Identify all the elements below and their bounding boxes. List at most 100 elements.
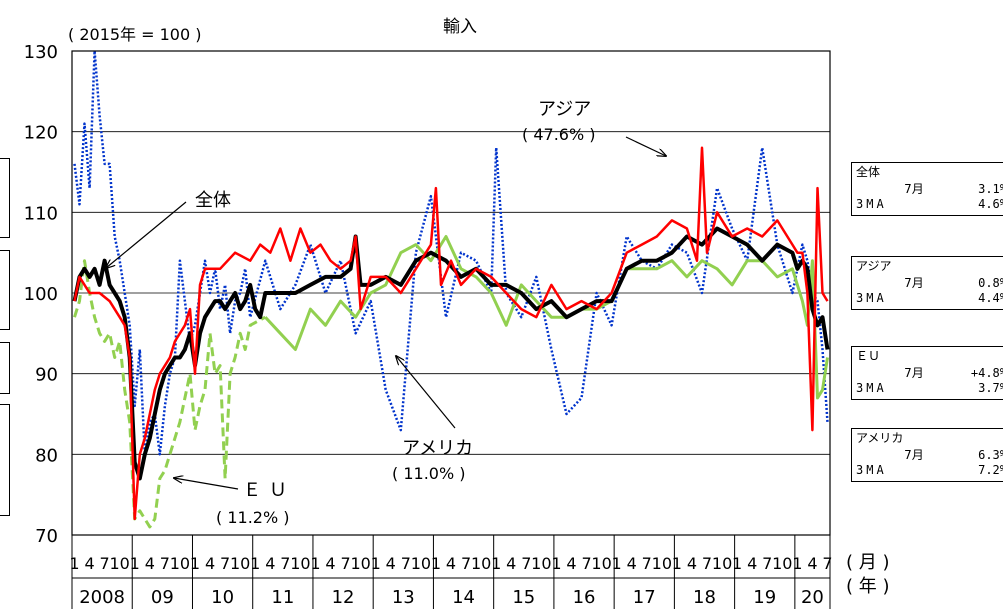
month-axis-label: ( 月 ) [846, 552, 890, 573]
month-tick-label: 1 [732, 554, 742, 573]
month-tick-label: 4 [747, 554, 757, 573]
y-tick-label: 100 [24, 284, 58, 305]
summary-month-value: +4.8% [970, 366, 1003, 380]
summary-title: 全体 [856, 165, 881, 179]
y-tick-label: 70 [35, 526, 58, 547]
month-tick-label: 4 [265, 554, 275, 573]
month-tick-label: 1 [371, 554, 381, 573]
unit-label: ( 2015年 = 100 ) [68, 25, 202, 44]
plot-area-frame [71, 50, 831, 536]
month-tick-label: 4 [566, 554, 576, 573]
month-tick-label: 10 [712, 554, 732, 573]
left-edge-box [0, 342, 10, 394]
year-label: 20 [801, 587, 824, 608]
year-label: 16 [573, 587, 596, 608]
annotation-eu-arrow [174, 478, 239, 490]
annotation-total: 全体 [195, 190, 231, 211]
year-label: 2008 [79, 587, 125, 608]
month-tick-label: 1 [491, 554, 501, 573]
month-tick-label: 4 [386, 554, 396, 573]
annotation-asia-arrow [625, 136, 666, 156]
month-tick-label: 4 [325, 554, 335, 573]
month-tick-label: 7 [642, 554, 652, 573]
summary-month-value: 3.1% [978, 182, 1003, 196]
month-tick-label: 7 [401, 554, 411, 573]
year-label: 09 [151, 587, 174, 608]
month-tick-label: 10 [772, 554, 792, 573]
month-tick-label: 10 [290, 554, 310, 573]
y-tick-label: 120 [24, 123, 58, 144]
month-tick-label: 10 [591, 554, 611, 573]
month-tick-label: 1 [431, 554, 441, 573]
y-tick-label: 110 [24, 203, 58, 224]
summary-box-america: アメリカ 7月 6.3% 3MA 7.2% [851, 428, 1003, 482]
month-tick-label: 1 [612, 554, 622, 573]
left-edge-box [0, 404, 10, 516]
month-tick-label: 4 [446, 554, 456, 573]
month-tick-label: 4 [506, 554, 516, 573]
month-tick-label: 1 [190, 554, 200, 573]
annotation-america: アメリカ [402, 438, 473, 459]
left-edge-box [0, 158, 10, 238]
month-tick-label: 10 [411, 554, 431, 573]
y-tick-label: 80 [35, 445, 58, 466]
month-tick-label: 10 [230, 554, 250, 573]
y-axis-labels: 70 80 90 100 110 120 130 [24, 42, 58, 547]
month-tick-label: 1 [672, 554, 682, 573]
month-tick-label: 1 [792, 554, 802, 573]
summary-month-label: 7月 [904, 182, 924, 196]
series-line [73, 49, 829, 456]
series-line [72, 226, 830, 481]
summary-title: ＥＵ [856, 349, 881, 363]
year-label: 15 [512, 587, 535, 608]
summary-title: アメリカ [856, 431, 904, 445]
month-tick-label: 10 [350, 554, 370, 573]
year-label: 11 [271, 587, 294, 608]
annotation-asia: アジア [538, 99, 591, 120]
month-tick-label: 4 [205, 554, 215, 573]
summary-box-eu: ＥＵ 7月 +4.8% 3MA 3.7% [851, 346, 1003, 400]
month-tick-label: 10 [652, 554, 672, 573]
month-tick-label: 1 [551, 554, 561, 573]
summary-month-label: 7月 [904, 448, 924, 462]
summary-month-label: 7月 [904, 366, 924, 380]
month-tick-label: 10 [170, 554, 190, 573]
month-tick-label: 7 [220, 554, 230, 573]
series-line-eu-dashed [73, 259, 267, 529]
month-tick-label: 7 [160, 554, 170, 573]
year-label: 10 [211, 587, 234, 608]
month-tick-label: 10 [110, 554, 130, 573]
summary-ma-label: 3MA [856, 197, 887, 211]
month-tick-label: 4 [84, 554, 94, 573]
month-tick-label: 4 [145, 554, 155, 573]
year-label: 18 [693, 587, 716, 608]
year-label: 13 [392, 587, 415, 608]
summary-ma-value: 4.4% [978, 291, 1003, 305]
y-tick-label: 90 [35, 365, 58, 386]
left-edge-box [0, 250, 10, 330]
series-lines [72, 49, 830, 529]
month-tick-label: 7 [702, 554, 712, 573]
summary-ma-value: 7.2% [978, 463, 1003, 477]
month-tick-label: 1 [310, 554, 320, 573]
summary-ma-label: 3MA [856, 381, 887, 395]
annotation-america-arrow [396, 356, 456, 429]
month-tick-label: 7 [822, 554, 832, 573]
year-axis-label: ( 年 ) [846, 576, 890, 597]
annotation-eu: ＥＵ [243, 480, 295, 501]
annotation-america-share: ( 11.0% ) [392, 464, 465, 483]
annotation-eu-share: ( 11.2% ) [216, 508, 289, 527]
month-tick-label: 7 [280, 554, 290, 573]
month-tick-label: 7 [340, 554, 350, 573]
year-label: 19 [753, 587, 776, 608]
year-label: 17 [633, 587, 656, 608]
month-tick-label: 4 [627, 554, 637, 573]
summary-ma-value: 3.7% [978, 381, 1003, 395]
month-tick-label: 10 [471, 554, 491, 573]
month-tick-label: 1 [250, 554, 260, 573]
summary-title: アジア [856, 259, 892, 273]
summary-month-value: 0.8% [978, 276, 1003, 290]
summary-month-value: 6.3% [978, 448, 1003, 462]
summary-month-label: 7月 [904, 276, 924, 290]
